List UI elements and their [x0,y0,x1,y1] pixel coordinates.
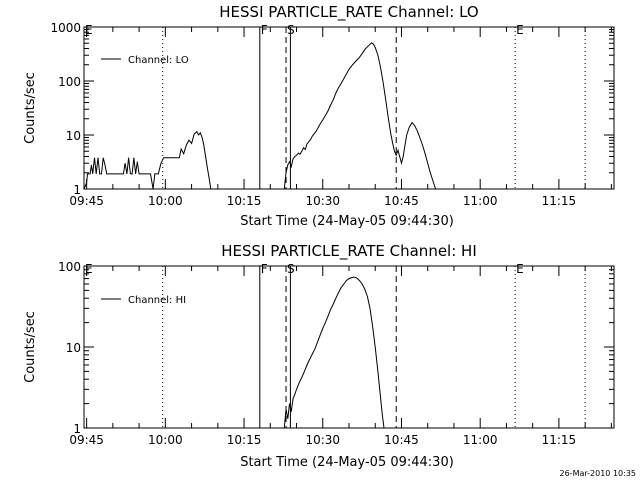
x-tick-label: 10:00 [148,194,183,208]
x-tick-label: 10:45 [384,194,419,208]
x-tick-label: 10:00 [148,433,183,447]
x-tick-label: 10:15 [227,194,262,208]
x-ticks: 09:45 10:00 10:15 10:30 10:45 11:00 11:15 [69,266,612,447]
marker-label: E [85,23,93,37]
x-axis-title: Start Time (24-May-05 09:44:30) [240,214,454,229]
y-axis-title: Counts/sec [23,72,38,144]
x-tick-label: 11:00 [463,194,498,208]
series-line [283,276,385,429]
marker-label: E [85,262,93,276]
x-tick-label: 09:45 [69,194,104,208]
y-tick-label: 10 [66,129,81,143]
x-tick-label: 10:30 [305,433,340,447]
marker-lines: EFSE [83,262,586,428]
y-tick-label: 1 [73,183,81,197]
marker-label: E [516,23,524,37]
x-axis-title: Start Time (24-May-05 09:44:30) [240,455,454,470]
chart-panel-hi: HESSI PARTICLE_RATE Channel: HI EFSE 110… [23,242,615,470]
plot-frame [83,26,615,190]
marker-lines: EFSE [83,23,586,189]
x-tick-label: 09:45 [69,433,104,447]
x-tick-label: 11:15 [542,194,577,208]
x-tick-label: 10:30 [305,194,340,208]
plot-frame [83,265,615,429]
y-ticks: 1 10 100 [58,260,614,436]
data-lines [283,276,385,429]
x-tick-label: 10:15 [227,433,262,447]
marker-label: F [261,23,268,37]
series-line [83,130,212,190]
y-ticks: 1 10 100 1000 [50,21,614,197]
y-axis-title: Counts/sec [23,311,38,383]
chart-title: HESSI PARTICLE_RATE Channel: HI [221,242,477,261]
x-ticks: 09:45 10:00 10:15 10:30 10:45 11:00 11:15 [69,27,612,208]
x-tick-label: 11:15 [542,433,577,447]
data-lines [83,42,437,190]
legend: Channel: LO [101,55,189,66]
y-tick-label: 100 [58,260,81,274]
footer-timestamp: 26-Mar-2010 10:35 [560,469,637,478]
legend-entry: Channel: LO [128,55,189,66]
x-tick-label: 11:00 [463,433,498,447]
y-tick-label: 1000 [50,21,81,35]
chart-title: HESSI PARTICLE_RATE Channel: LO [219,3,478,22]
y-tick-label: 1 [73,422,81,436]
legend: Channel: HI [101,295,186,306]
marker-label: E [516,262,524,276]
chart-panel-lo: HESSI PARTICLE_RATE Channel: LO EFSE 110… [23,3,615,229]
series-line [283,42,437,190]
marker-label: F [261,262,268,276]
y-tick-label: 10 [66,341,81,355]
legend-entry: Channel: HI [128,295,186,306]
x-tick-label: 10:45 [384,433,419,447]
y-tick-label: 100 [58,75,81,89]
